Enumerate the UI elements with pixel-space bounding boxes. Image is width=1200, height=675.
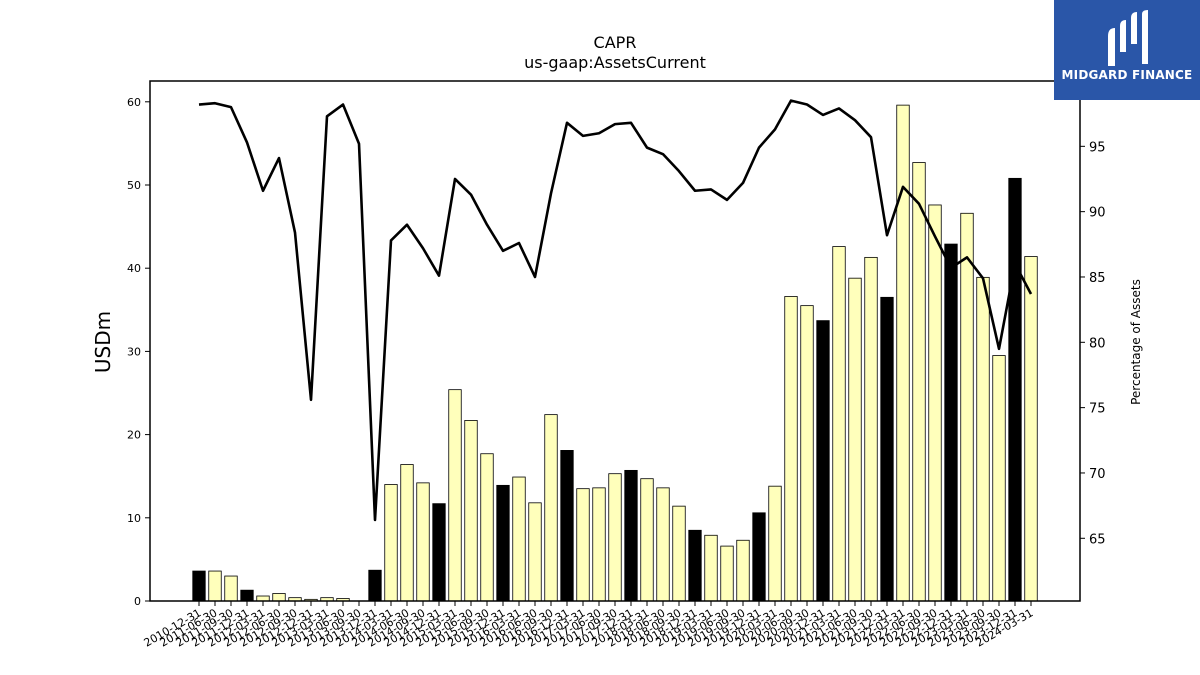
- y2-tick-label: 90: [1089, 206, 1106, 221]
- bar: [688, 529, 702, 602]
- midgard-logo: MIDGARD FINANCE: [1054, 0, 1200, 100]
- bar: [608, 473, 622, 602]
- bar: [832, 246, 846, 602]
- bar: [544, 414, 558, 602]
- bar: [784, 296, 798, 602]
- bar: [400, 464, 414, 602]
- bar: [208, 570, 222, 602]
- bar-series: [192, 104, 1038, 602]
- y2-tick-label: 70: [1089, 467, 1106, 482]
- bar: [992, 355, 1006, 602]
- y-tick-label: 20: [127, 429, 141, 442]
- bar: [576, 488, 590, 602]
- bar: [736, 539, 750, 602]
- bar: [864, 256, 878, 602]
- y2-tick-label: 75: [1089, 402, 1106, 417]
- y2-tick-label: 85: [1089, 271, 1106, 286]
- bar: [464, 420, 478, 602]
- x-axis-ticks: 2010-12-312011-06-302011-09-302011-12-31…: [142, 601, 1036, 650]
- bar: [896, 104, 910, 602]
- bar: [448, 389, 462, 602]
- y-tick-label: 10: [127, 512, 141, 525]
- bar: [224, 575, 238, 602]
- midgard-logo-icon: [1108, 10, 1148, 66]
- bar: [656, 487, 670, 602]
- y2-axis-label: Percentage of Assets: [1129, 279, 1143, 405]
- bar: [752, 512, 766, 602]
- bar: [960, 212, 974, 602]
- bar: [672, 505, 686, 602]
- y2-axis-ticks: 65 70 75 80 85 90 95: [1080, 140, 1106, 547]
- bar: [592, 487, 606, 602]
- bar: [192, 570, 206, 602]
- line-series: [198, 99, 1033, 522]
- y2-tick-label: 95: [1089, 140, 1106, 155]
- bar: [800, 305, 814, 602]
- bar: [272, 593, 286, 602]
- bar: [944, 243, 958, 602]
- bar: [1024, 256, 1038, 602]
- bar: [496, 484, 510, 602]
- chart-title: CAPR: [594, 33, 637, 52]
- bar: [640, 478, 654, 602]
- bar: [240, 589, 254, 602]
- bar: [768, 485, 782, 602]
- logo-text: MIDGARD FINANCE: [1061, 68, 1193, 82]
- bar: [624, 469, 638, 602]
- bar: [928, 204, 942, 602]
- bar: [816, 320, 830, 602]
- bar: [384, 484, 398, 602]
- y-axis-ticks: 0 10 20 30 40 50 60: [127, 96, 150, 608]
- bar: [560, 450, 574, 602]
- bar: [368, 569, 382, 602]
- bar: [720, 545, 734, 602]
- bar: [1008, 177, 1022, 602]
- bar: [416, 482, 430, 602]
- bar: [480, 453, 494, 602]
- y2-tick-label: 65: [1089, 532, 1106, 547]
- chart-subtitle: us-gaap:AssetsCurrent: [524, 53, 706, 72]
- line-path: [198, 99, 1033, 522]
- bar: [432, 503, 446, 602]
- bar: [512, 476, 526, 602]
- y-tick-label: 30: [127, 345, 141, 358]
- y-axis-label: USDm: [91, 311, 115, 373]
- bar: [912, 162, 926, 602]
- plot-frame: [149, 80, 1081, 602]
- bar: [704, 534, 718, 602]
- bar: [976, 276, 990, 602]
- y-tick-label: 50: [127, 179, 141, 192]
- y-tick-label: 0: [134, 595, 141, 608]
- bar: [880, 296, 894, 602]
- bar: [528, 502, 542, 602]
- y2-tick-label: 80: [1089, 336, 1106, 351]
- bar: [848, 277, 862, 602]
- y-tick-label: 40: [127, 262, 141, 275]
- y-tick-label: 60: [127, 96, 141, 109]
